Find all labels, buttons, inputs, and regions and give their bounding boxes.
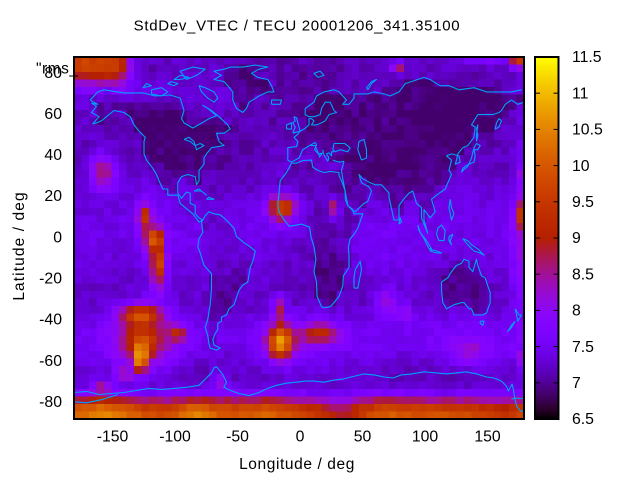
svg-text:10.5: 10.5 [572,122,603,139]
svg-text:150: 150 [474,428,501,445]
svg-text:11.5: 11.5 [572,49,602,66]
svg-text:8: 8 [572,303,581,320]
svg-text:20: 20 [44,188,62,205]
svg-text:-50: -50 [226,428,249,445]
svg-text:StdDev_VTEC / TECU 20001206_34: StdDev_VTEC / TECU 20001206_341.35100 [134,18,461,35]
svg-text:100: 100 [412,428,439,445]
svg-text:10: 10 [572,158,590,175]
svg-text:-20: -20 [39,271,62,288]
svg-text:60: 60 [44,106,62,123]
svg-text:50: 50 [354,428,372,445]
svg-text:0: 0 [53,229,62,246]
svg-text:7: 7 [572,375,581,392]
svg-text:6.5: 6.5 [572,411,594,428]
svg-text:9: 9 [572,230,581,247]
svg-text:-60: -60 [39,353,62,370]
svg-text:Longitude / deg: Longitude / deg [239,456,355,473]
svg-text:Latitude / deg: Latitude / deg [11,191,28,300]
svg-text:"rms_: "rms_ [36,61,78,78]
svg-text:7.5: 7.5 [572,339,594,356]
svg-text:0: 0 [296,428,305,445]
svg-text:8.5: 8.5 [572,266,594,283]
svg-text:9.5: 9.5 [572,194,594,211]
svg-text:40: 40 [44,147,62,164]
svg-text:-100: -100 [159,428,191,445]
svg-text:-150: -150 [97,428,129,445]
svg-text:11: 11 [572,85,589,102]
svg-text:80: 80 [44,65,62,82]
svg-text:-80: -80 [39,394,62,411]
svg-text:-40: -40 [39,312,62,329]
